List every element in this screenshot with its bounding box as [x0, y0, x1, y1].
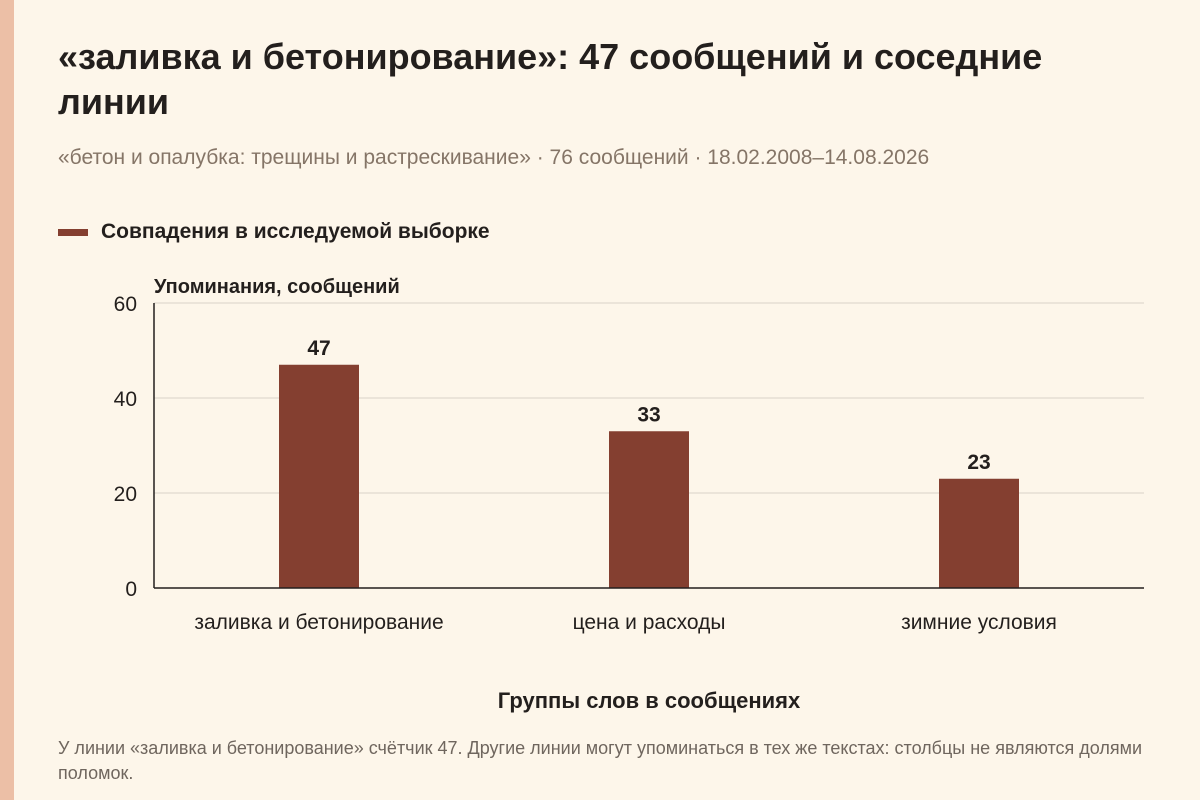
x-tick-label: заливка и бетонирование	[194, 611, 443, 634]
data-label: 47	[307, 337, 330, 360]
x-axis-label: Группы слов в сообщениях	[498, 688, 801, 713]
y-tick-labels: 0 20 40 60	[114, 293, 137, 601]
x-tick-labels: заливка и бетонирование цена и расходы зим…	[194, 611, 1057, 634]
data-label: 23	[967, 451, 990, 474]
x-tick-label: зимние условия	[901, 611, 1057, 634]
accent-strip	[0, 0, 14, 800]
y-tick-label: 0	[125, 578, 137, 601]
legend-label: Совпадения в исследуемой выборке	[101, 220, 490, 243]
y-axis-label: Упоминания, сообщений	[154, 276, 400, 298]
y-tick-label: 60	[114, 293, 137, 316]
chart-subtitle: «бетон и опалубка: трещины и растрескива…	[58, 146, 930, 169]
y-tick-label: 20	[114, 483, 137, 506]
y-tick-label: 40	[114, 388, 137, 411]
footnote: У линии «заливка и бетонирование» счётчи…	[58, 738, 1143, 783]
legend-swatch	[58, 228, 88, 236]
chart-title: «заливка и бетонирование»: 47 сообщений …	[58, 36, 1043, 122]
legend: Совпадения в исследуемой выборке	[58, 220, 490, 244]
bars	[279, 364, 1019, 588]
data-label: 33	[637, 403, 660, 426]
bar	[609, 431, 689, 588]
data-labels: 47 33 23	[307, 337, 990, 474]
bar	[939, 478, 1019, 588]
x-tick-label: цена и расходы	[573, 611, 726, 634]
bar	[279, 364, 359, 588]
